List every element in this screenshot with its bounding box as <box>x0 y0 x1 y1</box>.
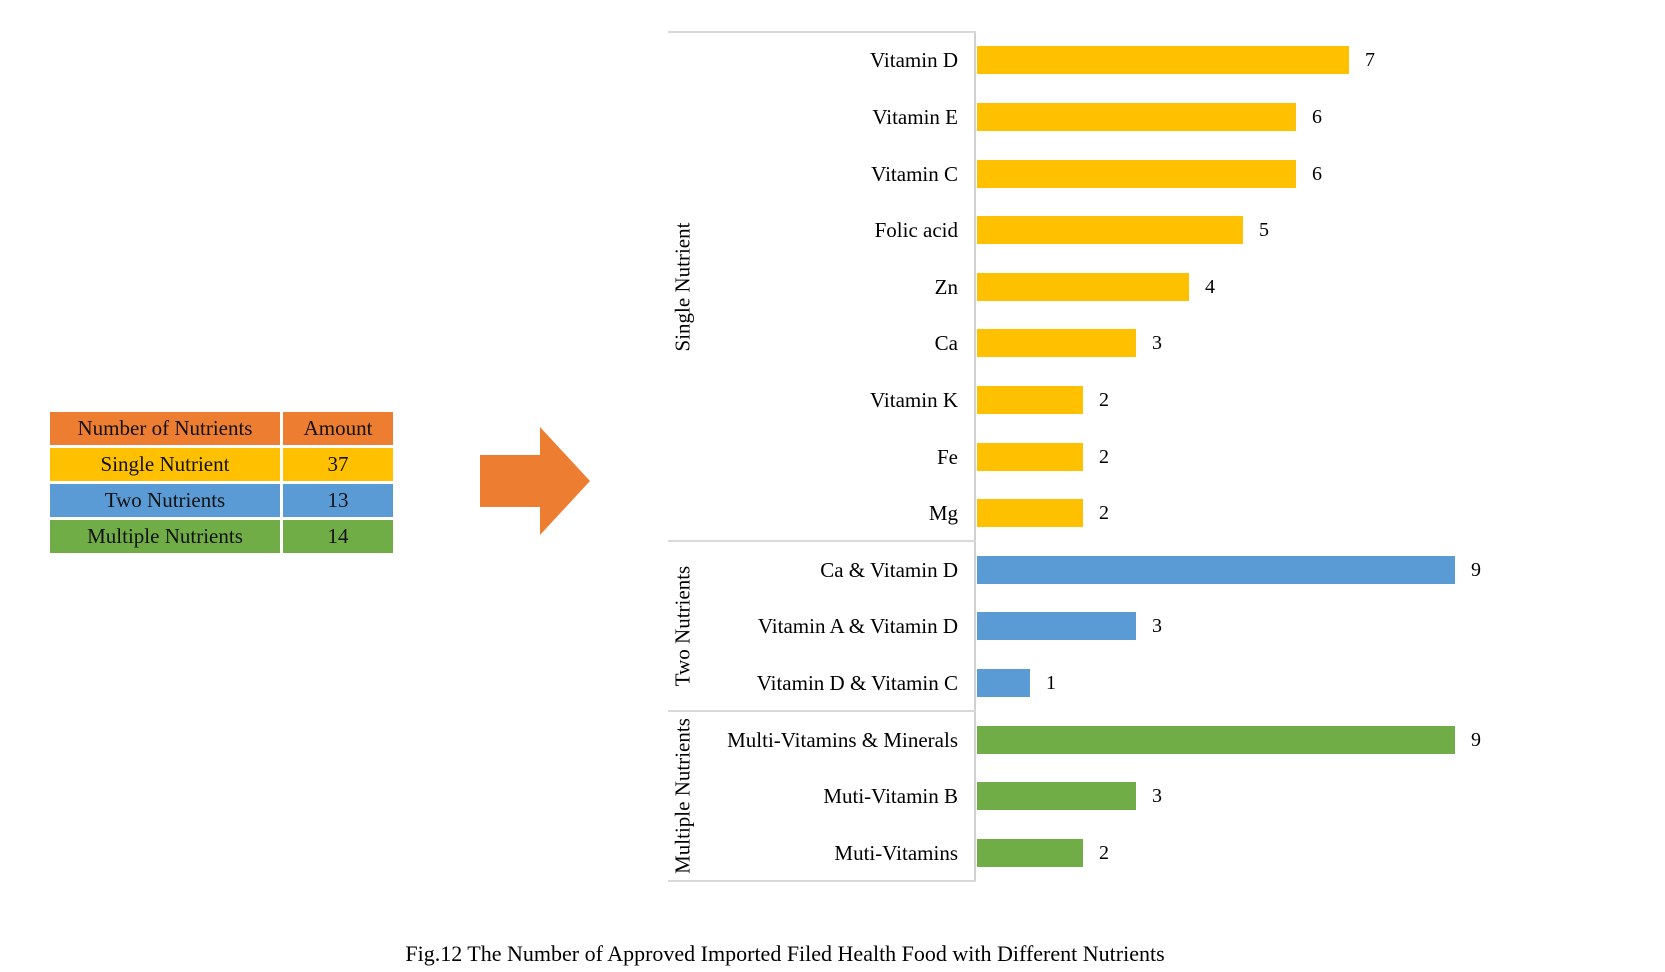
category-label: Ca & Vitamin D <box>820 558 958 582</box>
category-label: Vitamin D & Vitamin C <box>756 671 958 695</box>
value-bar <box>977 839 1083 867</box>
table-row-value: 13 <box>283 484 393 517</box>
arrow-right-shape <box>480 427 590 535</box>
table-row-label: Multiple Nutrients <box>50 520 280 553</box>
table-header-amount: Amount <box>283 412 393 445</box>
value-bar <box>977 669 1030 697</box>
category-label: Muti-Vitamins <box>834 841 958 865</box>
group-divider-line <box>668 880 976 882</box>
category-label: Muti-Vitamin B <box>823 784 958 808</box>
value-label: 7 <box>1365 49 1375 71</box>
value-bar <box>977 329 1136 357</box>
category-label: Vitamin D <box>870 48 958 72</box>
value-bar <box>977 556 1455 584</box>
category-label: Vitamin A & Vitamin D <box>757 614 958 638</box>
value-label: 3 <box>1152 332 1162 354</box>
value-label: 5 <box>1259 219 1269 241</box>
figure-caption: Fig.12 The Number of Approved Imported F… <box>405 941 1165 966</box>
category-axis-line <box>974 32 976 881</box>
category-label: Vitamin K <box>870 388 958 412</box>
nutrients-summary-table: Number of Nutrients Amount Single Nutrient… <box>50 412 393 553</box>
value-bar <box>977 443 1083 471</box>
group-divider-line <box>668 540 976 543</box>
value-label: 6 <box>1312 163 1322 185</box>
group-divider-line <box>668 710 976 713</box>
value-label: 3 <box>1152 615 1162 637</box>
category-label: Mg <box>928 501 958 525</box>
value-bar <box>977 612 1136 640</box>
value-label: 2 <box>1099 446 1109 468</box>
value-bar <box>977 273 1189 301</box>
value-bar <box>977 160 1296 188</box>
category-label: Zn <box>934 275 958 299</box>
category-label: Multi-Vitamins & Minerals <box>727 728 958 752</box>
value-label: 9 <box>1471 559 1481 581</box>
value-label: 3 <box>1152 785 1162 807</box>
value-label: 2 <box>1099 389 1109 411</box>
value-bar <box>977 726 1455 754</box>
value-bar <box>977 216 1243 244</box>
value-bar <box>977 103 1296 131</box>
table-row-value: 37 <box>283 448 393 481</box>
category-label: Fe <box>937 445 958 469</box>
category-label: Vitamin E <box>872 105 958 129</box>
value-label: 9 <box>1471 729 1481 751</box>
arrow-right-icon <box>478 425 592 537</box>
value-bar <box>977 46 1349 74</box>
value-bar <box>977 499 1083 527</box>
table-header-number-of-nutrients: Number of Nutrients <box>50 412 280 445</box>
value-bar <box>977 386 1083 414</box>
group-divider-line <box>668 31 976 33</box>
table-row-label: Two Nutrients <box>50 484 280 517</box>
value-label: 6 <box>1312 106 1322 128</box>
table-row-value: 14 <box>283 520 393 553</box>
value-label: 4 <box>1205 276 1215 298</box>
category-label: Ca <box>934 331 958 355</box>
category-label: Vitamin C <box>871 162 958 186</box>
category-label: Folic acid <box>874 218 958 242</box>
table-row-label: Single Nutrient <box>50 448 280 481</box>
value-bar <box>977 782 1136 810</box>
value-label: 2 <box>1099 502 1109 524</box>
value-label: 2 <box>1099 842 1109 864</box>
value-label: 1 <box>1046 672 1056 694</box>
